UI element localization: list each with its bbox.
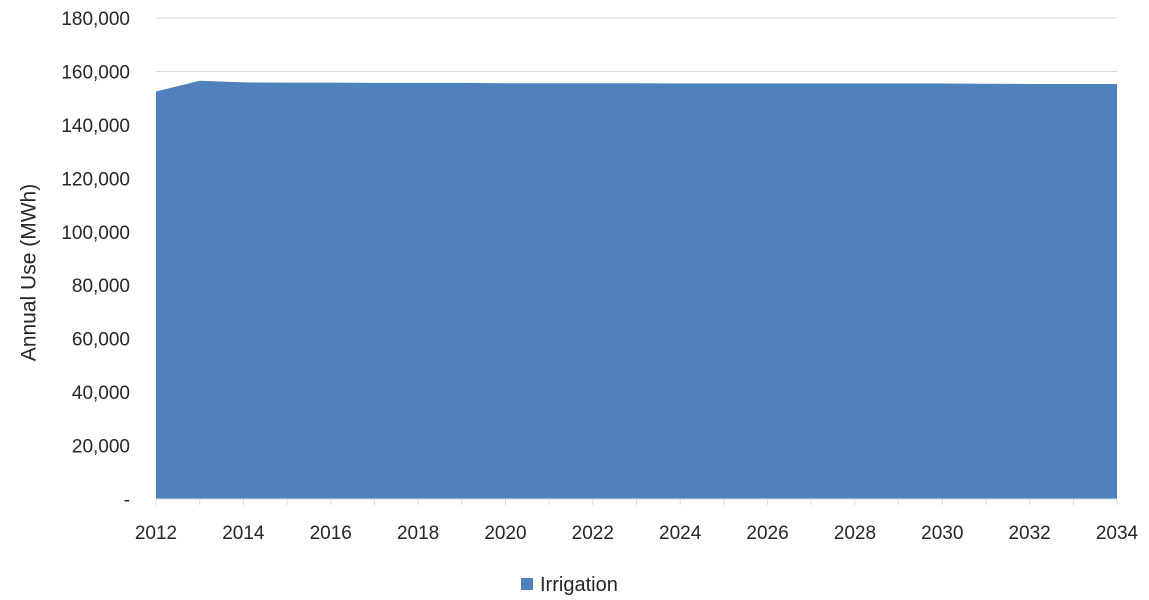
legend-swatch-irrigation xyxy=(521,578,533,590)
y-tick-label: 80,000 xyxy=(72,276,130,297)
y-tick-label: 20,000 xyxy=(72,437,130,458)
x-tick-label: 2012 xyxy=(135,523,177,544)
x-tick-label: 2030 xyxy=(921,523,963,544)
x-tick-label: 2034 xyxy=(1096,523,1139,544)
plot-area xyxy=(156,80,1117,499)
x-tick-label: 2018 xyxy=(397,523,439,544)
x-tick-label: 2022 xyxy=(572,523,614,544)
y-axis-title: Annual Use (MWh) xyxy=(17,184,40,361)
x-axis-tick-labels: 2012 2014 2016 2018 2020 2022 2024 2026 2028 2030… xyxy=(135,499,1139,544)
y-tick-label: 40,000 xyxy=(72,383,130,404)
x-tick-label: 2014 xyxy=(222,523,265,544)
legend-label-irrigation: Irrigation xyxy=(540,574,618,596)
legend: Irrigation xyxy=(521,574,618,596)
y-tick-label: 140,000 xyxy=(61,116,130,137)
y-tick-label: - xyxy=(124,490,130,511)
x-tick-label: 2020 xyxy=(484,523,526,544)
x-tick-label: 2024 xyxy=(659,523,702,544)
area-series-irrigation xyxy=(156,80,1117,499)
y-tick-label: 160,000 xyxy=(61,62,130,83)
x-tick-label: 2026 xyxy=(746,523,788,544)
y-tick-label: 100,000 xyxy=(61,223,130,244)
x-tick-label: 2016 xyxy=(310,523,352,544)
y-tick-label: 180,000 xyxy=(61,9,130,30)
y-axis-tick-labels: - 20,000 40,000 60,000 80,000 100,000 120,000 1… xyxy=(61,9,130,511)
x-tick-label: 2032 xyxy=(1008,523,1050,544)
x-tick-label: 2028 xyxy=(834,523,876,544)
y-tick-label: 120,000 xyxy=(61,169,130,190)
y-tick-label: 60,000 xyxy=(72,330,130,351)
